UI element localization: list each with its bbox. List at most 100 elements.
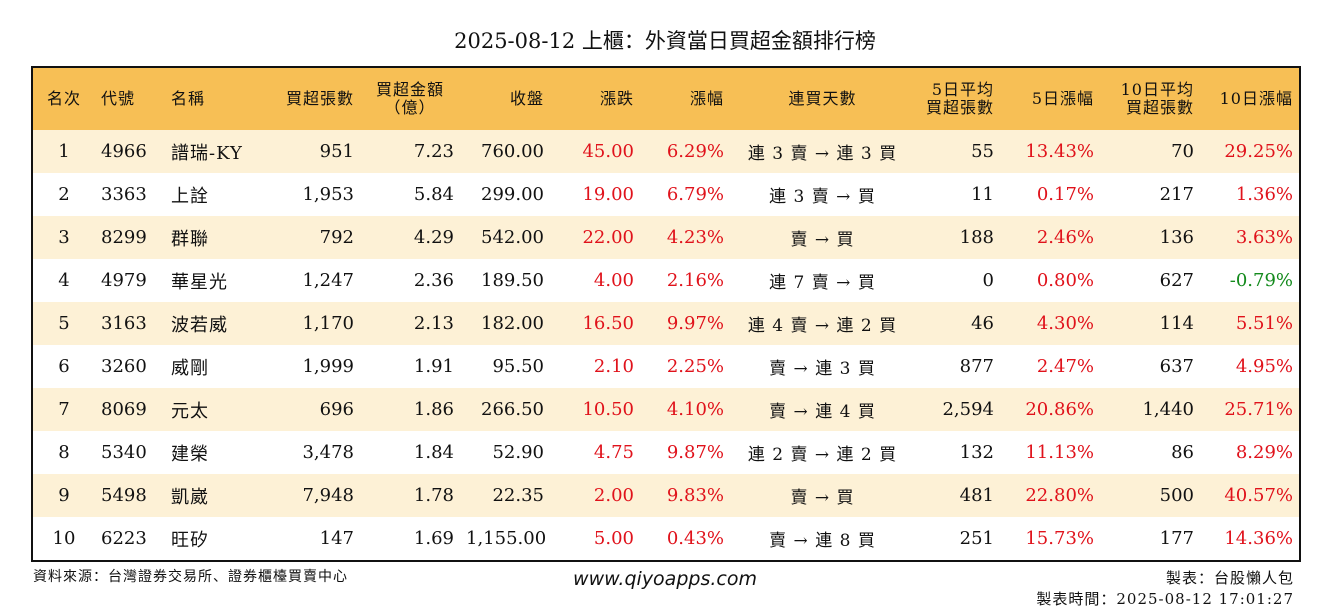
cell-buy-amount: 7.23 <box>413 141 454 162</box>
header-avg5-line1: 5日平均 <box>931 80 994 99</box>
cell-code: 4966 <box>101 141 147 162</box>
cell-streak: 連 4 賣 → 連 2 買 <box>747 316 898 336</box>
cell-change-pct: 6.79% <box>666 184 724 205</box>
cell-change: 45.00 <box>582 141 634 162</box>
page-title: 2025-08-12 上櫃：外資當日買超金額排行榜 <box>454 29 876 53</box>
cell-change-pct: 0.43% <box>666 528 724 549</box>
header-close: 收盤 <box>509 89 544 108</box>
table-row: 3 8299 群聯 792 4.29 542.00 22.00 4.23% 賣 → 買 188 2.… <box>33 216 1299 259</box>
cell-close: 189.50 <box>481 270 544 291</box>
cell-streak: 賣 → 連 8 買 <box>769 531 876 551</box>
cell-pct5: 20.86% <box>1025 399 1094 420</box>
header-pct5: 5日漲幅 <box>1031 89 1094 108</box>
cell-streak: 賣 → 買 <box>790 488 855 508</box>
cell-streak: 連 3 賣 → 買 <box>769 187 876 207</box>
cell-avg10: 1,440 <box>1142 399 1194 420</box>
cell-avg5: 2,594 <box>942 399 994 420</box>
cell-close: 542.00 <box>481 227 544 248</box>
cell-buy-amount: 1.91 <box>413 356 454 377</box>
cell-buy-shares: 147 <box>319 528 354 549</box>
cell-change-pct: 4.23% <box>666 227 724 248</box>
cell-rank: 5 <box>58 313 70 334</box>
cell-pct5: 15.73% <box>1025 528 1094 549</box>
cell-name: 威剛 <box>171 357 209 379</box>
cell-avg5: 481 <box>959 485 994 506</box>
cell-buy-amount: 1.86 <box>413 399 454 420</box>
cell-close: 22.35 <box>492 485 544 506</box>
header-avg10: 10日平均 買超張數 <box>1100 68 1200 130</box>
header-name: 名稱 <box>171 89 206 108</box>
cell-buy-shares: 1,953 <box>302 184 354 205</box>
cell-close: 182.00 <box>481 313 544 334</box>
cell-rank: 8 <box>58 442 70 463</box>
cell-pct10: 29.25% <box>1224 141 1293 162</box>
cell-streak: 連 2 賣 → 連 2 買 <box>747 445 898 465</box>
cell-streak: 連 7 賣 → 買 <box>769 273 876 293</box>
cell-pct10: 25.71% <box>1224 399 1293 420</box>
cell-change-pct: 9.83% <box>666 485 724 506</box>
cell-streak: 賣 → 連 4 買 <box>769 402 876 422</box>
cell-close: 760.00 <box>481 141 544 162</box>
cell-avg10: 86 <box>1171 442 1194 463</box>
header-code: 代號 <box>101 89 136 108</box>
cell-streak: 連 3 賣 → 連 3 買 <box>747 144 898 164</box>
cell-code: 4979 <box>101 270 147 291</box>
cell-avg5: 55 <box>971 141 994 162</box>
cell-code: 3163 <box>101 313 147 334</box>
header-avg5-line2: 買超張數 <box>925 98 994 117</box>
cell-close: 299.00 <box>481 184 544 205</box>
cell-pct5: 2.47% <box>1036 356 1094 377</box>
table-row: 4 4979 華星光 1,247 2.36 189.50 4.00 2.16% 連 7 賣 → … <box>33 259 1299 302</box>
cell-buy-shares: 696 <box>319 399 354 420</box>
header-buy-amount: 買超金額 （億） <box>360 68 460 130</box>
table-row: 9 5498 凱崴 7,948 1.78 22.35 2.00 9.83% 賣 → 買 481 22… <box>33 474 1299 517</box>
cell-buy-shares: 1,170 <box>302 313 354 334</box>
cell-change-pct: 9.97% <box>666 313 724 334</box>
table-row: 7 8069 元太 696 1.86 266.50 10.50 4.10% 賣 → 連 4 買 2… <box>33 388 1299 431</box>
cell-close: 95.50 <box>492 356 544 377</box>
header-pct10: 10日漲幅 <box>1219 89 1293 108</box>
cell-name: 華星光 <box>171 271 228 293</box>
table-body: 1 4966 譜瑞-KY 951 7.23 760.00 45.00 6.29% 連 3 賣 →… <box>33 130 1299 560</box>
cell-code: 6223 <box>101 528 147 549</box>
cell-avg5: 46 <box>971 313 994 334</box>
cell-buy-amount: 1.78 <box>413 485 454 506</box>
cell-pct10: 8.29% <box>1235 442 1293 463</box>
cell-avg10: 177 <box>1159 528 1194 549</box>
cell-buy-amount: 2.36 <box>413 270 454 291</box>
cell-name: 上詮 <box>171 185 209 207</box>
cell-avg10: 637 <box>1159 356 1194 377</box>
made-time-label: 製表時間：2025-08-12 17:01:27 <box>1036 590 1294 608</box>
cell-change-pct: 2.16% <box>666 270 724 291</box>
cell-change: 19.00 <box>582 184 634 205</box>
header-avg10-line2: 買超張數 <box>1125 98 1194 117</box>
cell-buy-shares: 792 <box>319 227 354 248</box>
cell-avg5: 877 <box>959 356 994 377</box>
cell-buy-amount: 1.69 <box>413 528 454 549</box>
cell-code: 8299 <box>101 227 147 248</box>
cell-code: 3260 <box>101 356 147 377</box>
ranking-table: 名次 代號 名稱 買超張數 買超金額 （億） 收盤 漲跌 漲幅 連買天數 5日平… <box>31 66 1301 562</box>
cell-name: 元太 <box>171 400 209 422</box>
website-link[interactable]: www.qiyoapps.com <box>573 568 757 590</box>
cell-rank: 6 <box>58 356 70 377</box>
header-change: 漲跌 <box>599 89 634 108</box>
cell-pct10: 40.57% <box>1224 485 1293 506</box>
cell-change: 2.10 <box>593 356 634 377</box>
cell-avg10: 500 <box>1159 485 1194 506</box>
cell-change: 4.00 <box>593 270 634 291</box>
cell-rank: 10 <box>52 528 76 549</box>
cell-buy-shares: 1,999 <box>302 356 354 377</box>
header-buy-shares: 買超張數 <box>285 89 354 108</box>
cell-pct10: -0.79% <box>1229 270 1293 291</box>
cell-pct5: 0.17% <box>1036 184 1094 205</box>
table-row: 5 3163 波若威 1,170 2.13 182.00 16.50 9.97% 連 4 賣 →… <box>33 302 1299 345</box>
table-row: 6 3260 威剛 1,999 1.91 95.50 2.10 2.25% 賣 → 連 3 買 8… <box>33 345 1299 388</box>
cell-avg5: 132 <box>959 442 994 463</box>
header-buy-amount-line2: （億） <box>384 98 436 117</box>
cell-buy-shares: 7,948 <box>302 485 354 506</box>
cell-name: 譜瑞-KY <box>171 142 243 164</box>
cell-avg5: 188 <box>959 227 994 248</box>
cell-pct5: 22.80% <box>1025 485 1094 506</box>
cell-code: 5340 <box>101 442 147 463</box>
